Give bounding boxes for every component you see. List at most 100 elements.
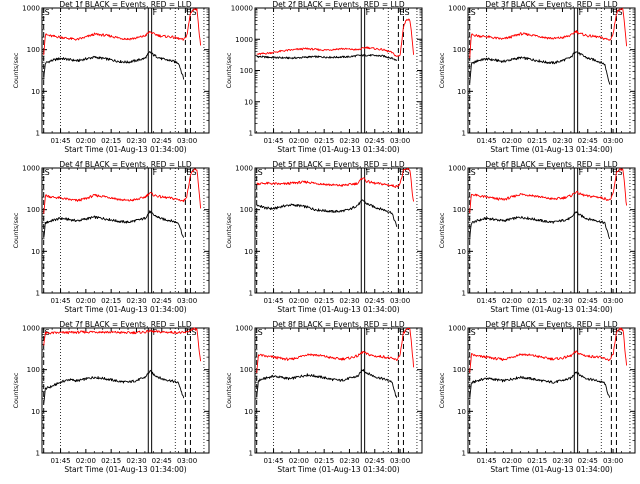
y-tick-label: 100 [240,67,253,75]
chart-title: Det 2f BLACK = Events, RED = LLD [272,0,405,9]
series-line-events [43,369,185,404]
y-axis-label: Counts/sec [12,372,20,408]
plot-frame [254,7,423,134]
series-line-lld [469,327,628,373]
annotation-label: S [617,168,622,177]
annotation-label: E [612,328,617,337]
y-axis-label: Counts/sec [438,372,446,408]
annotation-label: S [617,328,622,337]
y-tick-label: 100 [27,206,40,214]
y-tick-label: 1000 [448,5,466,13]
x-tick-label: 02:15 [101,457,121,465]
x-tick-label: 02:30 [552,137,572,145]
y-tick-label: 10000 [231,5,253,13]
series-line-lld [43,327,202,362]
series-line-events [256,53,398,62]
plot-frame [467,327,636,454]
x-tick-label: 02:45 [152,457,172,465]
y-tick-label: 1 [249,130,253,138]
annotation-label: F [153,328,158,337]
x-tick-label: 02:30 [552,297,572,305]
x-tick-label: 02:15 [314,457,334,465]
x-tick-label: 02:45 [578,297,598,305]
y-axis-label: Counts/sec [225,372,233,408]
annotation-label: F [153,168,158,177]
annotation-label: S [404,168,409,177]
x-axis-label: Start Time (01-Aug-13 01:34:00) [490,305,612,314]
x-tick-label: 01:45 [263,457,283,465]
chart-panel: Det 8f BLACK = Events, RED = LLD 1 10 100 10… [225,320,423,474]
y-tick-label: 1 [36,290,40,298]
y-tick-label: 100 [27,366,40,374]
y-tick-label: 1000 [235,325,253,333]
chart-panel: Det 2f BLACK = Events, RED = LLD 1 10 100 10… [225,0,423,154]
annotation-label: E [399,168,404,177]
x-tick-label: 01:45 [50,137,70,145]
annotation-label: F [153,8,158,17]
annotation-label: S [471,168,476,177]
series-line-events [43,210,185,238]
annotation-label: S [45,168,50,177]
x-axis-label: Start Time (01-Aug-13 01:34:00) [490,145,612,154]
x-tick-label: 02:15 [314,297,334,305]
x-tick-label: 02:00 [76,297,96,305]
plot-frame [254,167,423,294]
y-axis-label: Counts/sec [438,52,446,88]
y-tick-label: 1 [36,450,40,458]
x-tick-label: 02:45 [578,457,598,465]
annotation-label: E [186,8,191,17]
x-tick-label: 01:45 [50,457,70,465]
x-tick-label: 02:30 [126,457,146,465]
y-tick-label: 1000 [235,36,253,44]
y-tick-label: 100 [27,46,40,54]
chart-title: Det 3f BLACK = Events, RED = LLD [485,0,618,9]
annotation-label: S [617,8,622,17]
annotation-label: S [258,328,263,337]
y-tick-label: 1000 [235,165,253,173]
x-tick-label: 02:15 [527,137,547,145]
chart-title: Det 9f BLACK = Events, RED = LLD [485,320,618,329]
x-axis-label: Start Time (01-Aug-13 01:34:00) [277,145,399,154]
y-tick-label: 100 [453,46,466,54]
annotation-label: E [399,328,404,337]
y-tick-label: 1000 [22,5,40,13]
chart-title: Det 6f BLACK = Events, RED = LLD [485,160,618,169]
y-tick-label: 10 [457,408,466,416]
x-tick-label: 03:00 [177,457,197,465]
y-tick-label: 1000 [22,165,40,173]
series-line-events [469,211,611,240]
chart-panel: Det 1f BLACK = Events, RED = LLD 1 10 100 10… [12,0,210,154]
chart-panel: Det 6f BLACK = Events, RED = LLD 1 10 100 10… [438,160,636,314]
y-tick-label: 10 [244,248,253,256]
x-tick-label: 03:00 [177,137,197,145]
y-tick-label: 1 [36,130,40,138]
annotation-label: S [404,8,409,17]
x-tick-label: 02:30 [552,457,572,465]
plot-frame [467,167,636,294]
x-tick-label: 02:15 [527,297,547,305]
y-axis-label: Counts/sec [12,212,20,248]
x-tick-label: 01:45 [476,137,496,145]
x-tick-label: 03:00 [390,137,410,145]
x-tick-label: 01:45 [263,137,283,145]
y-axis-label: Counts/sec [225,212,233,248]
annotation-label: S [191,328,196,337]
chart-title: Det 1f BLACK = Events, RED = LLD [59,0,192,9]
y-tick-label: 100 [453,206,466,214]
y-tick-label: 10 [31,408,40,416]
y-tick-label: 1 [462,290,466,298]
x-tick-label: 02:00 [502,137,522,145]
series-line-events [43,51,185,80]
y-tick-label: 1 [462,450,466,458]
x-tick-label: 03:00 [177,297,197,305]
annotation-label: S [191,168,196,177]
x-tick-label: 02:30 [339,457,359,465]
y-tick-label: 10 [31,248,40,256]
x-tick-label: 02:30 [126,137,146,145]
series-line-lld [256,327,415,374]
annotation-label: F [366,168,371,177]
series-line-events [256,368,398,398]
y-tick-label: 1000 [448,325,466,333]
x-axis-label: Start Time (01-Aug-13 01:34:00) [64,305,186,314]
